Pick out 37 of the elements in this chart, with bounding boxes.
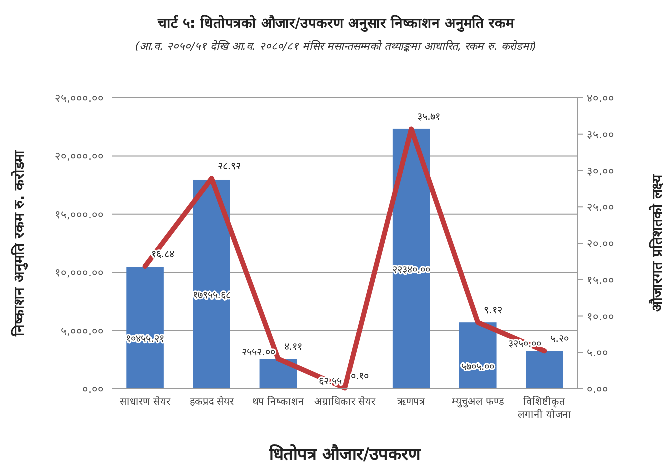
y-axis-title: निष्काशन अनुमति रकम रु. करोडमा [11,150,29,338]
y-tick-label: १५,०००.०० [55,208,104,222]
y-tick-label: २५,०००.०० [55,92,104,105]
data-label: २८.९२ [218,162,242,173]
x-tick-label: म्युचुअल फण्ड [452,397,506,408]
y-tick-label: ५,०००.०० [61,324,104,338]
y2-tick-label: ५.०० [587,346,608,360]
y2-tick-label: २५.०० [587,201,614,214]
data-label: ४.११ [284,342,303,354]
data-label: १७९५५.६८ [192,290,231,302]
data-label: १०४५५.२१ [126,334,164,346]
data-label: २२३४०.०० [392,264,431,276]
x-tick-label: थप निष्काशन [252,396,305,408]
x-axis-title: धितोपत्र औजार/उपकरण [268,444,422,465]
y-tick-label: १०,०००.०० [55,266,104,280]
y2-tick-label: २०.०० [587,238,614,250]
x-tick-label: अग्राधिकार सेयर [314,396,377,408]
x-tick-label: साधारण सेयर [120,396,172,408]
chart-subtitle: (आ.व. २०५०/५१ देखि आ.व. २०८०/८१ मंसिर मसान्तसम्मको तथ्याङ्कमा आधारित, रकम रु. करोडमा) [135,40,537,53]
data-label: ५.२० [550,334,569,346]
y2-tick-label: ०.०० [587,383,608,396]
data-label: ९.१२ [484,306,502,317]
y2-axis-title: औजारगत प्रतिशतको लक्ष्य [649,174,666,312]
y2-tick-label: ४०.०० [587,92,614,105]
y2-tick-label: १०.०० [587,310,614,324]
data-label: ३५.७१ [418,112,441,124]
x-tick-label: ऋणपत्र [398,397,426,408]
y2-tick-label: ३५.०० [587,128,614,142]
y-tick-label: २०,०००.०० [55,150,104,164]
data-label: ०.१० [351,371,370,382]
chart-title: चार्ट ५: धितोपत्रको औजार/उपकरण अनुसार निष्काशन अनुमति रकम [157,15,515,33]
y2-tick-label: ३०.०० [587,164,614,178]
data-label: ५७०५.०० [462,362,495,373]
y2-tick-label: १५.०० [587,274,614,287]
x-tick-label: हकप्रद सेयर [190,396,235,408]
y-tick-label: ०.०० [82,383,104,396]
x-tick-label: विशिष्टीकृत लगानी योजना [518,396,572,421]
